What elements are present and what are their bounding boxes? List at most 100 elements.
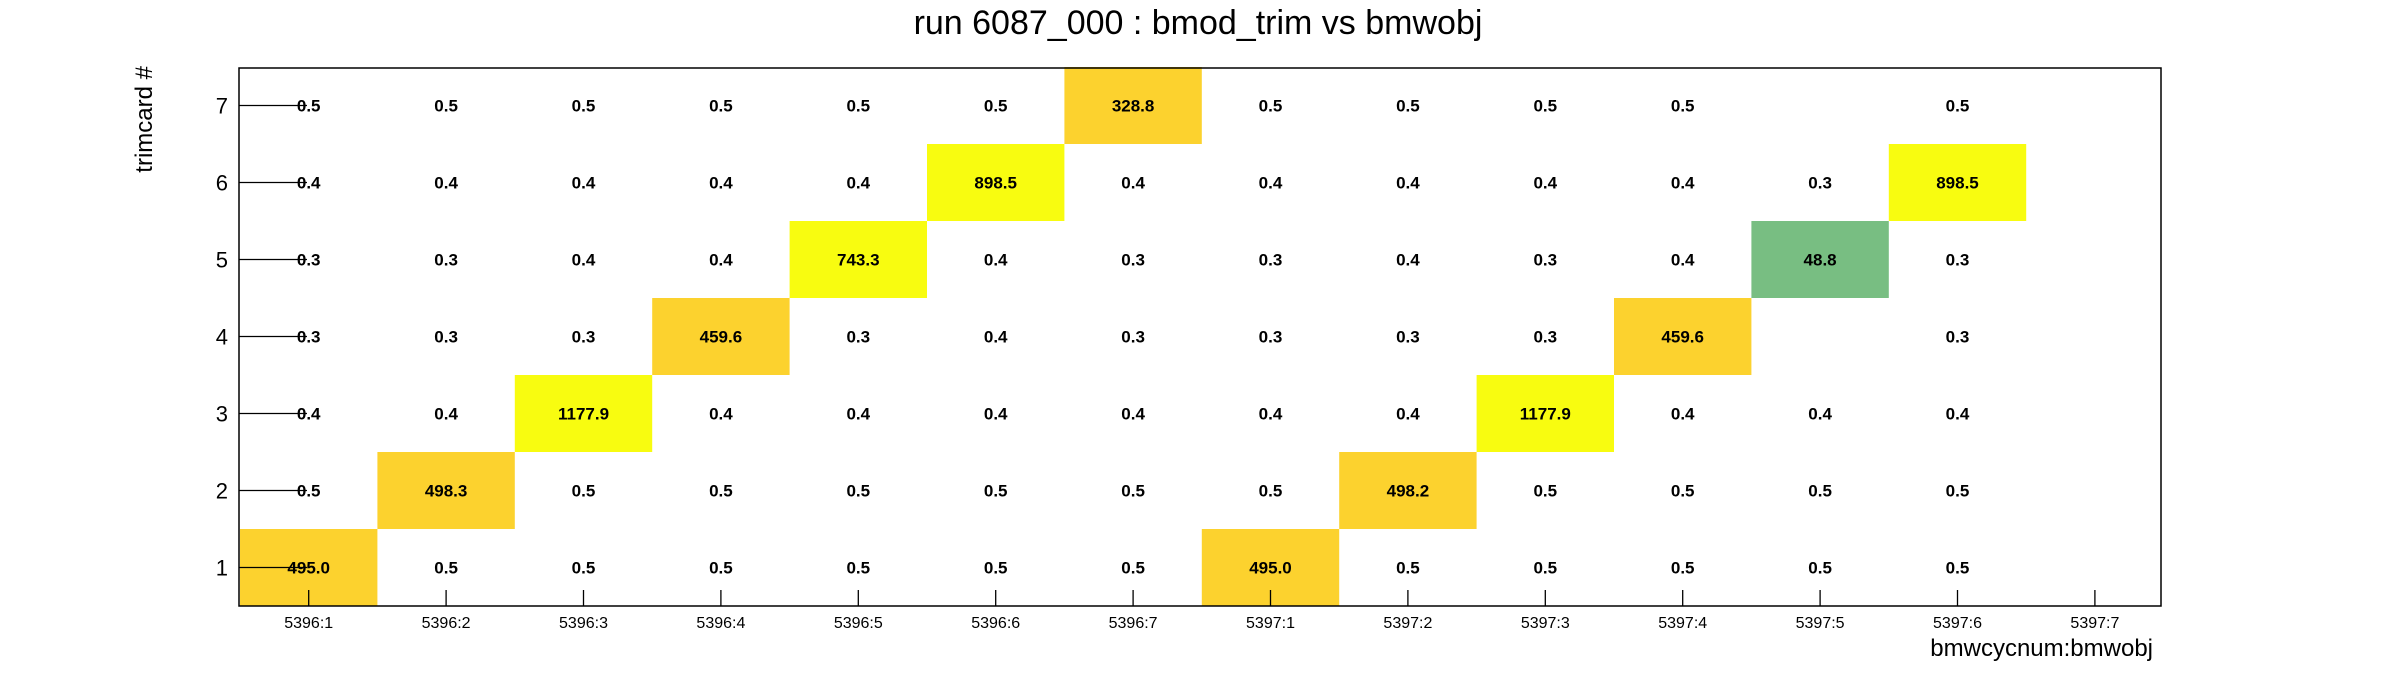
y-axis-title: trimcard # [131, 65, 158, 172]
cell-value-label: 0.5 [1946, 97, 1970, 116]
cell-value-label: 0.3 [1946, 251, 1970, 270]
cell-value-label: 0.4 [1808, 405, 1832, 424]
cell-value-label: 0.5 [1808, 559, 1832, 578]
x-tick-label: 5396:6 [971, 615, 1020, 632]
cell-value-label: 0.5 [1946, 559, 1970, 578]
cell-value-label: 0.4 [1671, 251, 1695, 270]
cell-value-label: 0.5 [1396, 97, 1420, 116]
x-tick-label: 5397:1 [1246, 615, 1295, 632]
cell-value-label: 0.3 [1396, 328, 1420, 347]
cell-value-label: 0.3 [572, 328, 596, 347]
cell-value-label: 0.4 [572, 174, 596, 193]
cell-value-label: 0.3 [1121, 328, 1145, 347]
cell-value-label: 0.5 [1259, 482, 1283, 501]
cell-value-label: 0.3 [1808, 174, 1832, 193]
cell-value-label: 0.5 [984, 482, 1008, 501]
heatmap-cell [1614, 298, 1752, 375]
cell-value-label: 0.5 [846, 482, 870, 501]
cell-value-label: 0.5 [1533, 97, 1557, 116]
cell-value-label: 0.4 [1946, 405, 1970, 424]
cell-value-label: 1177.9 [558, 405, 609, 424]
cell-value-label: 0.5 [297, 482, 321, 501]
y-tick-label: 1 [216, 556, 228, 581]
cell-value-label: 0.3 [846, 328, 870, 347]
heatmap-cell [1888, 144, 2027, 221]
cell-value-label: 0.3 [1533, 251, 1557, 270]
cell-value-label: 0.4 [1121, 174, 1145, 193]
cell-value-label: 0.5 [572, 97, 596, 116]
cell-value-label: 0.3 [1259, 328, 1283, 347]
cell-value-label: 0.5 [1808, 482, 1832, 501]
x-tick-label: 5397:2 [1383, 615, 1432, 632]
cell-value-label: 0.4 [1396, 174, 1420, 193]
x-tick-label: 5397:7 [2070, 615, 2119, 632]
x-tick-label: 5396:5 [834, 615, 883, 632]
cell-value-label: 0.4 [434, 174, 458, 193]
cell-value-label: 0.5 [1259, 97, 1283, 116]
cell-value-label: 0.4 [297, 174, 321, 193]
cell-value-label: 0.5 [1671, 559, 1695, 578]
cell-value-label: 0.5 [1671, 97, 1695, 116]
heatmap-cell [377, 452, 515, 529]
cell-value-label: 0.5 [1121, 559, 1145, 578]
y-tick-label: 6 [216, 171, 228, 196]
cell-value-label: 0.4 [1671, 405, 1695, 424]
cell-value-label: 0.5 [846, 97, 870, 116]
heatmap-cell [927, 144, 1065, 221]
cell-value-label: 0.4 [434, 405, 458, 424]
cell-value-label: 0.4 [984, 251, 1008, 270]
heatmap-cell [1064, 67, 1202, 144]
x-tick-label: 5396:7 [1109, 615, 1158, 632]
y-tick-label: 7 [216, 94, 228, 119]
cell-value-label: 48.8 [1804, 251, 1837, 270]
cell-value-label: 495.0 [287, 559, 330, 578]
heatmap-cell [1751, 221, 1889, 298]
cell-value-label: 0.5 [1533, 482, 1557, 501]
cell-value-label: 0.5 [709, 97, 733, 116]
cell-value-label: 495.0 [1249, 559, 1292, 578]
cell-value-label: 0.4 [709, 405, 733, 424]
cell-value-label: 0.4 [709, 174, 733, 193]
heatmap-cell [652, 298, 790, 375]
cell-value-label: 0.3 [434, 328, 458, 347]
cell-value-label: 0.5 [297, 97, 321, 116]
cell-value-label: 0.4 [1396, 405, 1420, 424]
cell-value-label: 0.5 [572, 559, 596, 578]
cell-value-label: 1177.9 [1520, 405, 1571, 424]
y-tick-label: 5 [216, 248, 228, 273]
cell-value-label: 0.5 [1946, 482, 1970, 501]
cell-value-label: 0.5 [1671, 482, 1695, 501]
x-tick-label: 5396:1 [284, 615, 333, 632]
x-tick-label: 5396:3 [559, 615, 608, 632]
x-tick-label: 5397:5 [1796, 615, 1845, 632]
cell-value-label: 0.5 [434, 97, 458, 116]
cell-value-label: 0.4 [1671, 174, 1695, 193]
y-tick-label: 3 [216, 402, 228, 427]
cell-value-label: 0.5 [709, 559, 733, 578]
cell-value-label: 328.8 [1112, 97, 1155, 116]
x-tick-label: 5396:2 [422, 615, 471, 632]
cell-value-label: 898.5 [974, 174, 1017, 193]
x-tick-label: 5396:4 [696, 615, 745, 632]
cell-value-label: 0.3 [1946, 328, 1970, 347]
cell-value-label: 743.3 [837, 251, 880, 270]
heatmap-cell [1339, 452, 1477, 529]
cell-value-label: 898.5 [1936, 174, 1979, 193]
heatmap-cell [789, 221, 927, 298]
x-tick-label: 5397:3 [1521, 615, 1570, 632]
heatmap-cell [514, 375, 653, 452]
cell-value-label: 0.4 [984, 328, 1008, 347]
cell-value-label: 0.4 [709, 251, 733, 270]
cell-value-label: 0.3 [1259, 251, 1283, 270]
x-axis-title: bmwcycnum:bmwobj [1930, 635, 2153, 662]
cell-value-label: 0.4 [1259, 405, 1283, 424]
x-tick-label: 5397:4 [1658, 615, 1707, 632]
cell-value-label: 0.5 [846, 559, 870, 578]
cell-value-label: 0.5 [1396, 559, 1420, 578]
chart-title: run 6087_000 : bmod_trim vs bmwobj [914, 4, 1483, 42]
cell-value-label: 0.4 [1396, 251, 1420, 270]
heatmap-cell [1476, 375, 1614, 452]
x-tick-label: 5397:6 [1933, 615, 1982, 632]
cell-value-label: 0.4 [1259, 174, 1283, 193]
